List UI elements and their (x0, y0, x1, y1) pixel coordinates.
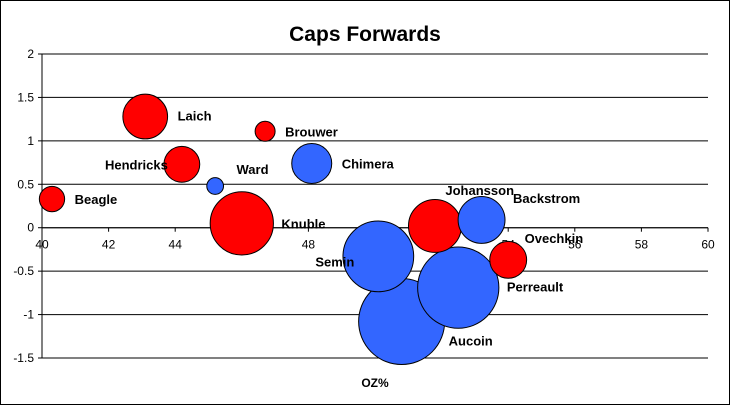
x-tick-label: 42 (102, 238, 116, 252)
chart-title: Caps Forwards (289, 23, 441, 46)
data-label-knuble: Knuble (281, 216, 325, 231)
y-tick-label: 0 (27, 221, 34, 235)
y-tick-label: 1.5 (17, 90, 34, 104)
bubble-backstrom (457, 195, 506, 244)
bubble-chimera (291, 142, 333, 184)
bubble-beagle (38, 185, 66, 213)
data-label-beagle: Beagle (75, 192, 118, 207)
x-tick-label: 44 (169, 238, 183, 252)
bubble-semin (342, 220, 415, 293)
data-label-ovechkin: Ovechkin (525, 231, 584, 246)
data-labels: Laich Brouwer Hendricks Ward Chimera Beagle Kn… (75, 109, 584, 349)
y-tick-label: -1.5 (13, 351, 34, 365)
y-tick-label: -0.5 (13, 264, 34, 278)
bubble-hendricks (163, 145, 201, 183)
x-tick-label: 58 (635, 238, 649, 252)
y-tick-label: 0.5 (17, 177, 34, 191)
y-tick-label: 1 (27, 134, 34, 148)
x-axis-label: OZ% (361, 376, 389, 390)
bubble-ovechkin (489, 240, 528, 279)
x-tick-label: 56 (568, 238, 582, 252)
data-label-johansson: Johansson (445, 183, 514, 198)
bubble-ward (206, 177, 225, 195)
bubble-brouwer (254, 120, 276, 142)
bubble-laich (122, 93, 169, 140)
data-label-semin: Semin (315, 254, 354, 269)
data-label-aucoin: Aucoin (449, 334, 493, 349)
x-tick-label: 40 (35, 238, 49, 252)
data-label-perreault: Perreault (507, 280, 564, 295)
bubble-perreault (417, 246, 500, 329)
x-tick-label: 48 (302, 238, 316, 252)
data-label-brouwer: Brouwer (285, 124, 338, 139)
y-tick-label: 2 (27, 47, 34, 61)
data-label-backstrom: Backstrom (513, 191, 580, 206)
bubble-knuble (209, 191, 274, 256)
bubbles (38, 93, 528, 366)
y-tick-label: -1 (23, 308, 34, 322)
bubble-johansson (407, 199, 462, 253)
data-label-ward: Ward (237, 162, 269, 177)
x-tick-label: 60 (701, 238, 715, 252)
data-label-hendricks: Hendricks (105, 157, 168, 172)
data-label-chimera: Chimera (342, 156, 395, 171)
data-label-laich: Laich (178, 109, 212, 124)
